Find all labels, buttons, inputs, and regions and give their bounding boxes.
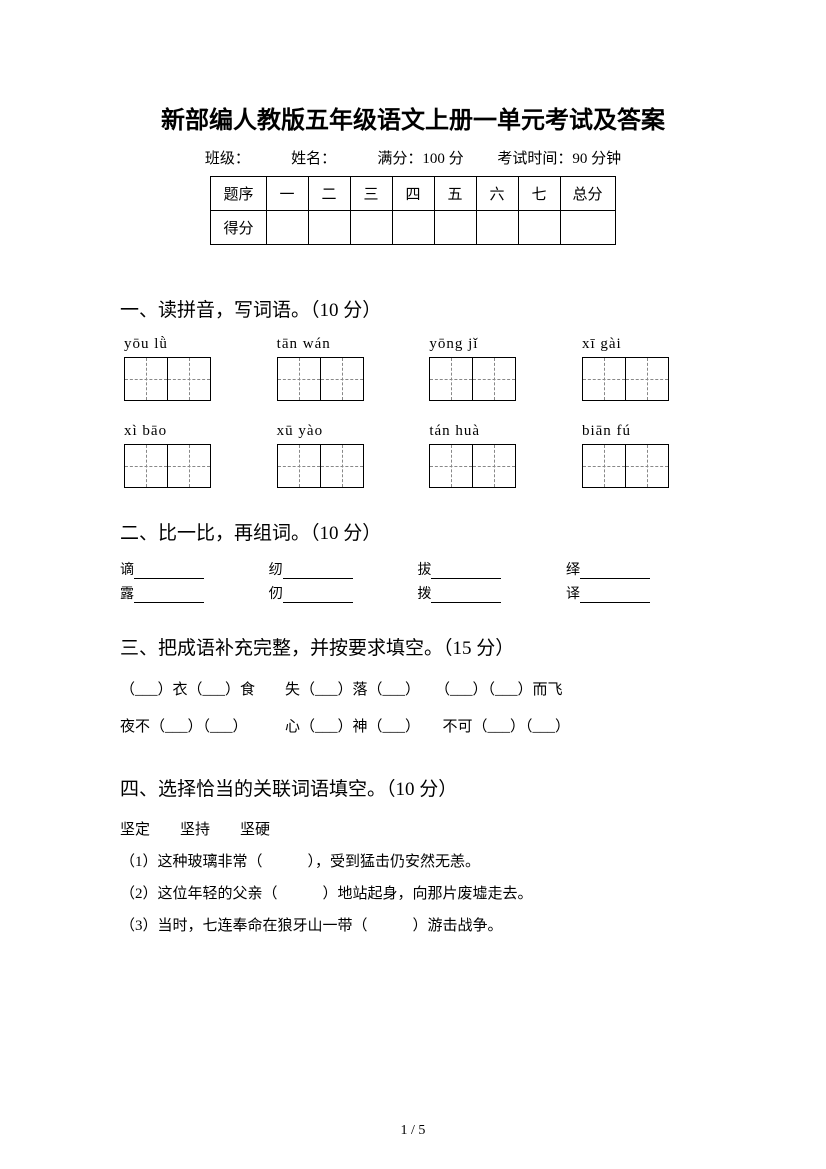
compare-item[interactable]: 谪 [120, 559, 260, 579]
tianzi-pair[interactable] [124, 357, 244, 401]
tianzi-pair[interactable] [277, 357, 397, 401]
page-number: 1 / 5 [0, 1123, 826, 1139]
name-label: 姓名： [291, 151, 329, 167]
table-cell: 二 [308, 177, 350, 211]
pinyin-text: yōng jǐ [429, 336, 549, 353]
table-cell[interactable] [350, 211, 392, 245]
table-cell: 题序 [211, 177, 266, 211]
table-cell[interactable] [476, 211, 518, 245]
table-cell: 六 [476, 177, 518, 211]
table-row: 题序 一 二 三 四 五 六 七 总分 [211, 177, 615, 211]
pinyin-text: tān wán [277, 336, 397, 353]
exam-info-line: 班级： 姓名： 满分：100 分 考试时间：90 分钟 [120, 147, 706, 168]
pinyin-text: xī gài [582, 336, 702, 353]
compare-item[interactable]: 拔 [417, 559, 557, 579]
tianzi-pair[interactable] [277, 444, 397, 488]
compare-item[interactable]: 绎 [566, 559, 706, 579]
compare-item[interactable]: 仞 [269, 583, 409, 603]
pinyin-text: yōu lǜ [124, 336, 244, 353]
section-2-heading: 二、比一比，再组词。（10 分） [120, 518, 706, 545]
table-row: 得分 [211, 211, 615, 245]
table-cell[interactable] [392, 211, 434, 245]
table-cell: 总分 [560, 177, 615, 211]
full-score: 满分：100 分 [377, 151, 463, 167]
tianzi-pair[interactable] [582, 444, 702, 488]
compare-item[interactable]: 译 [566, 583, 706, 603]
compare-row: 谪 纫 拔 绎 [120, 559, 706, 579]
pinyin-row: xì bāo xū yào tán huà biān fú [120, 423, 706, 440]
score-table: 题序 一 二 三 四 五 六 七 总分 得分 [210, 176, 615, 245]
pinyin-text: biān fú [582, 423, 702, 440]
tianzi-pair[interactable] [124, 444, 244, 488]
tianzi-pair[interactable] [429, 357, 549, 401]
pinyin-text: xì bāo [124, 423, 244, 440]
word-bank: 坚定 坚持 坚硬 [120, 815, 706, 845]
table-cell: 四 [392, 177, 434, 211]
question-item[interactable]: （2）这位年轻的父亲（ ）地站起身，向那片废墟走去。 [120, 879, 706, 909]
document-title: 新部编人教版五年级语文上册一单元考试及答案 [120, 100, 706, 135]
table-cell: 三 [350, 177, 392, 211]
idiom-line[interactable]: （___）衣（___）食 失（___）落（___） （___）（___）而飞 [120, 674, 706, 707]
table-cell[interactable] [518, 211, 560, 245]
compare-item[interactable]: 纫 [269, 559, 409, 579]
table-cell: 一 [266, 177, 308, 211]
compare-item[interactable]: 拨 [417, 583, 557, 603]
tianzi-row [120, 357, 706, 401]
question-item[interactable]: （3）当时，七连奉命在狼牙山一带（ ）游击战争。 [120, 911, 706, 941]
question-item[interactable]: （1）这种玻璃非常（ ），受到猛击仍安然无恙。 [120, 847, 706, 877]
class-label: 班级： [205, 151, 243, 167]
pinyin-row: yōu lǜ tān wán yōng jǐ xī gài [120, 336, 706, 353]
table-cell[interactable] [308, 211, 350, 245]
idiom-line[interactable]: 夜不（___）（___） 心（___）神（___） 不可（___）（___） [120, 711, 706, 744]
compare-item[interactable]: 露 [120, 583, 260, 603]
table-cell: 五 [434, 177, 476, 211]
pinyin-text: tán huà [429, 423, 549, 440]
pinyin-text: xū yào [277, 423, 397, 440]
table-cell[interactable] [434, 211, 476, 245]
table-cell[interactable] [560, 211, 615, 245]
section-4-heading: 四、选择恰当的关联词语填空。（10 分） [120, 774, 706, 801]
compare-row: 露 仞 拨 译 [120, 583, 706, 603]
section-1-heading: 一、读拼音，写词语。（10 分） [120, 295, 706, 322]
table-cell: 七 [518, 177, 560, 211]
tianzi-pair[interactable] [429, 444, 549, 488]
table-cell: 得分 [211, 211, 266, 245]
tianzi-row [120, 444, 706, 488]
exam-time: 考试时间：90 分钟 [497, 151, 621, 167]
table-cell[interactable] [266, 211, 308, 245]
section-3-heading: 三、把成语补充完整，并按要求填空。（15 分） [120, 633, 706, 660]
tianzi-pair[interactable] [582, 357, 702, 401]
